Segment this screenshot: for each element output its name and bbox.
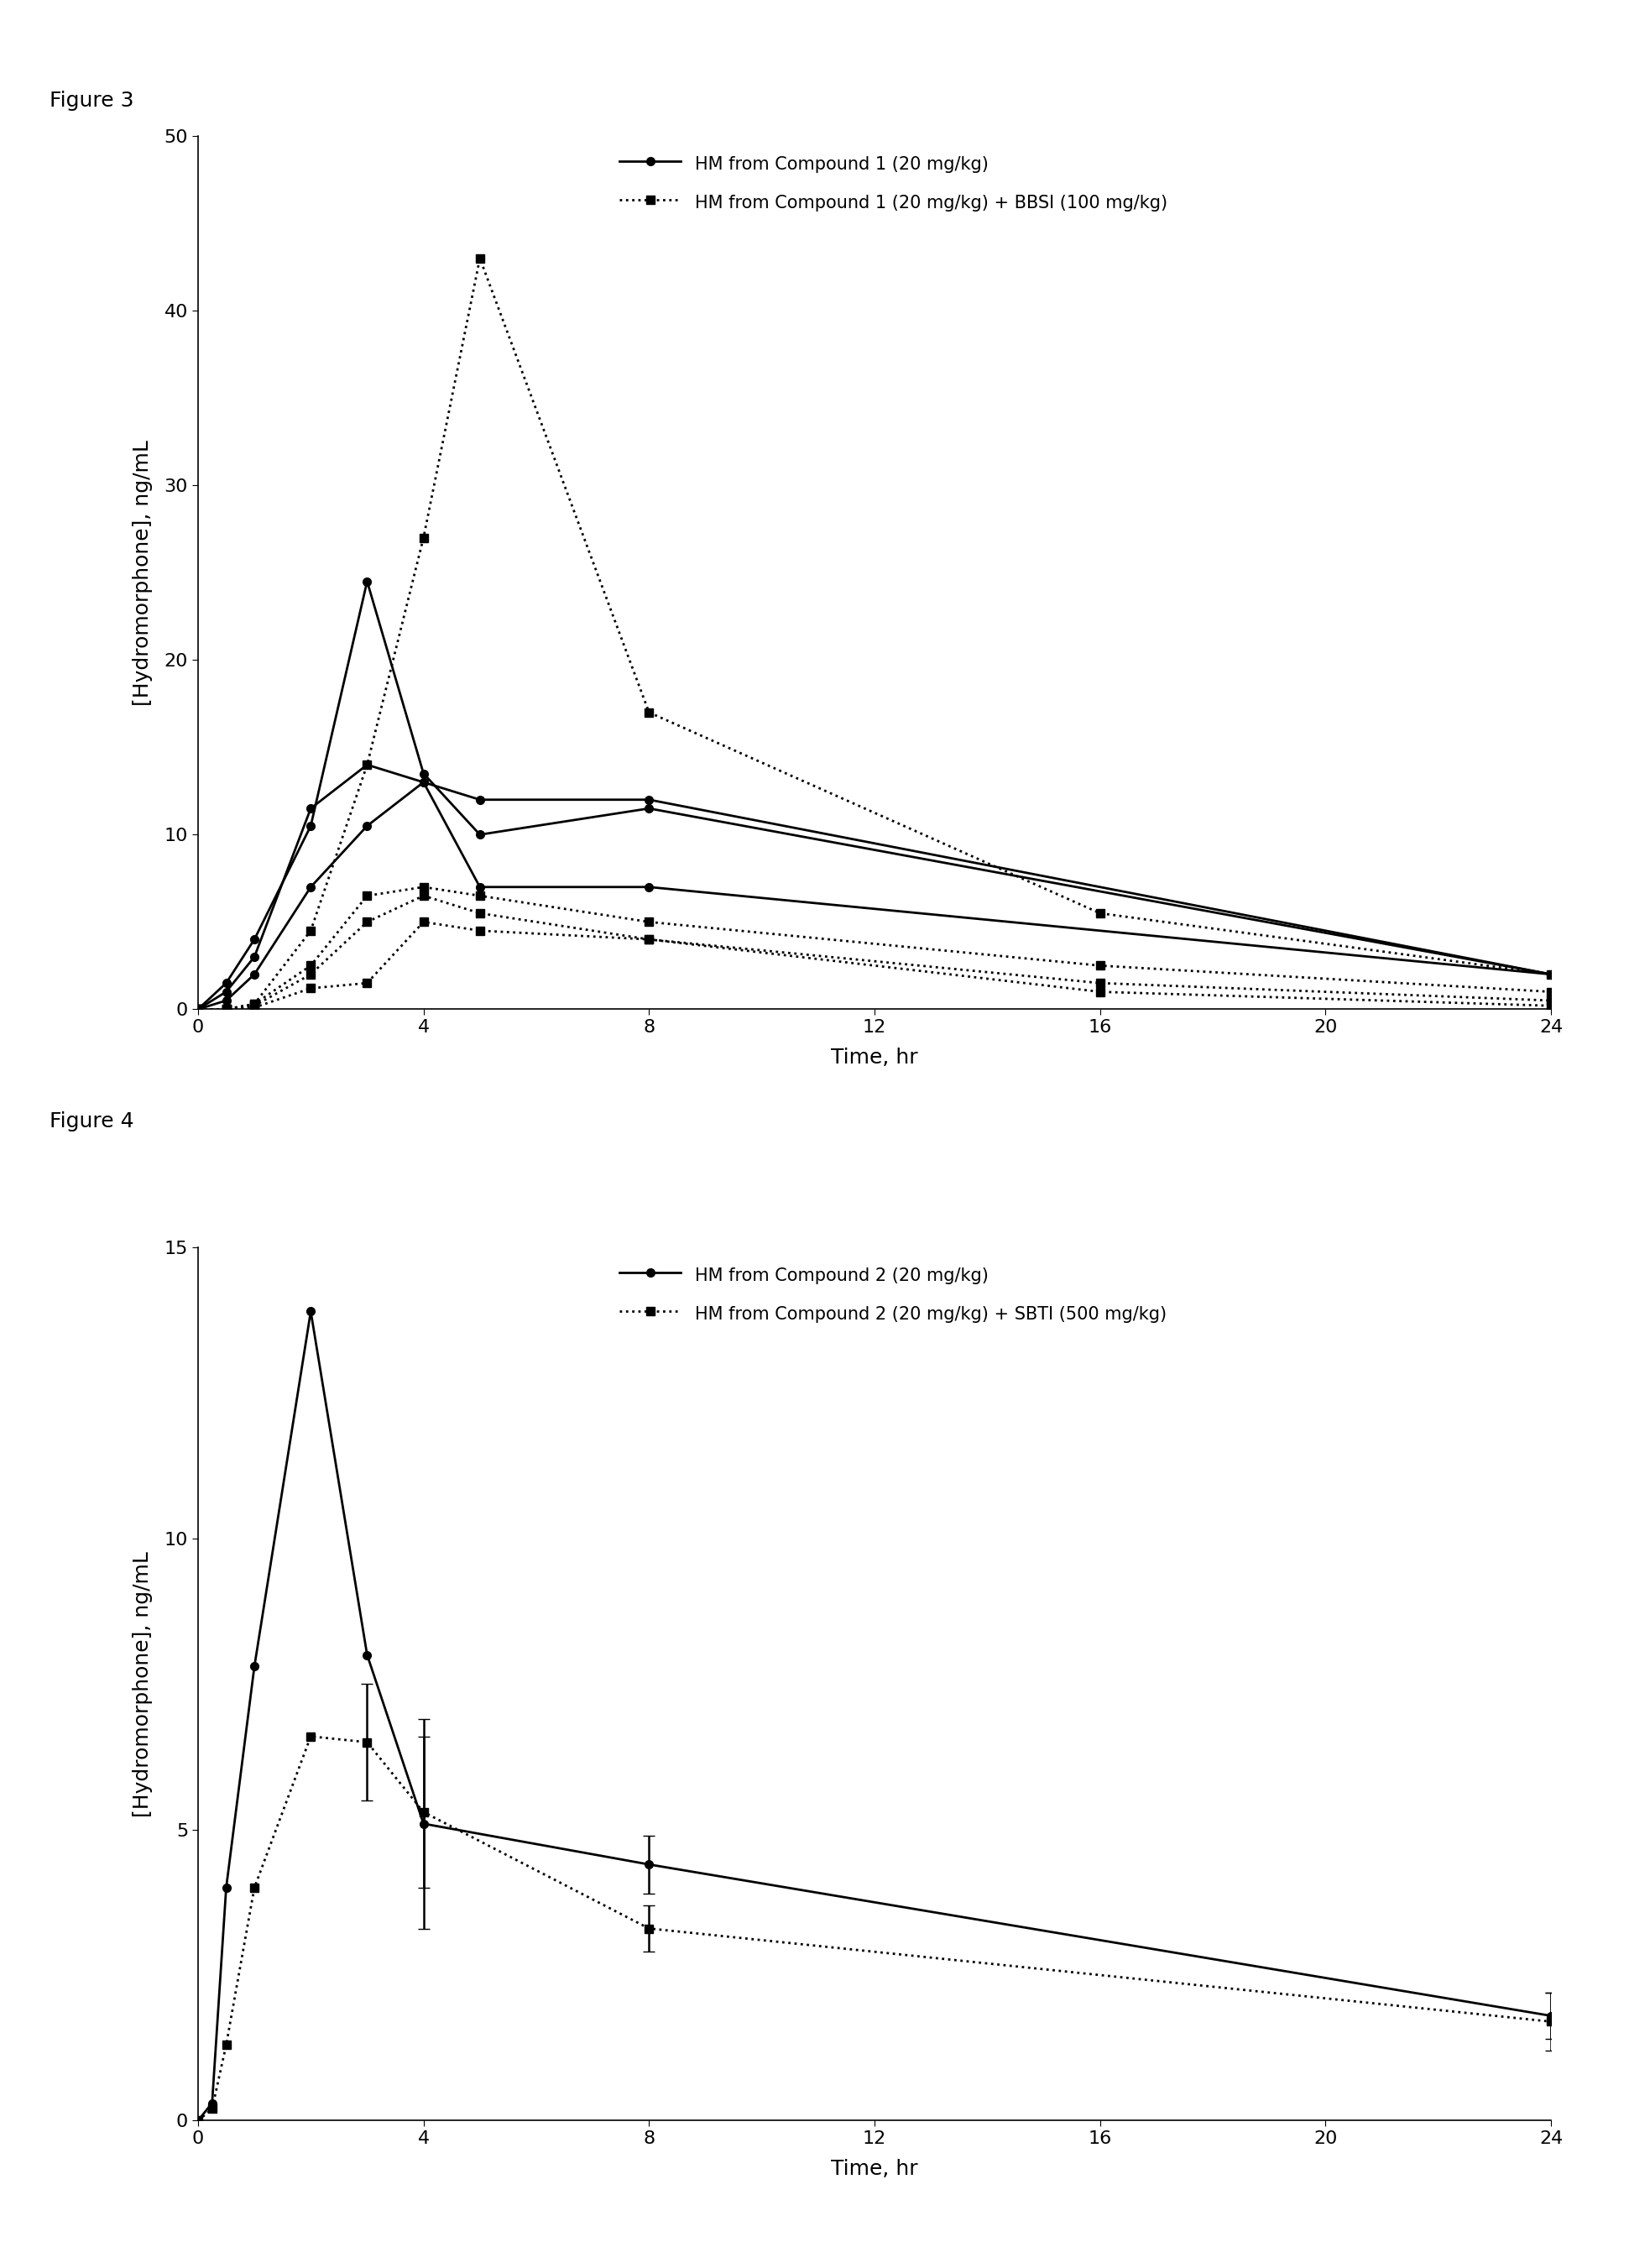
Y-axis label: [Hydromorphone], ng/mL: [Hydromorphone], ng/mL — [132, 1551, 152, 1817]
X-axis label: Time, hr: Time, hr — [832, 1048, 917, 1068]
X-axis label: Time, hr: Time, hr — [832, 2159, 917, 2180]
Legend: HM from Compound 1 (20 mg/kg), HM from Compound 1 (20 mg/kg) + BBSI (100 mg/kg): HM from Compound 1 (20 mg/kg), HM from C… — [612, 145, 1175, 222]
Legend: HM from Compound 2 (20 mg/kg), HM from Compound 2 (20 mg/kg) + SBTI (500 mg/kg): HM from Compound 2 (20 mg/kg), HM from C… — [612, 1256, 1173, 1334]
Text: Figure 3: Figure 3 — [49, 91, 134, 111]
Text: Figure 4: Figure 4 — [49, 1111, 134, 1132]
Y-axis label: [Hydromorphone], ng/mL: [Hydromorphone], ng/mL — [132, 440, 152, 705]
